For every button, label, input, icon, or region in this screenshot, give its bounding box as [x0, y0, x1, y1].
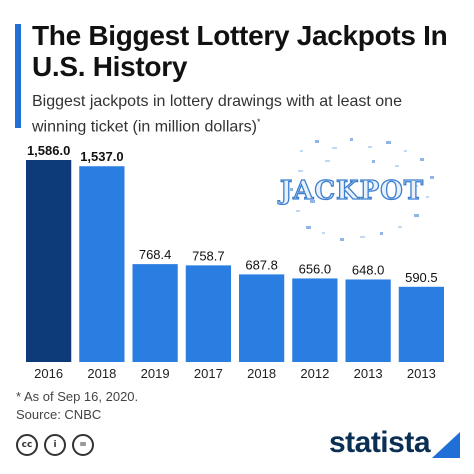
footnote-block: * As of Sep 16, 2020. Source: CNBC: [16, 388, 138, 424]
subtitle-footnote-mark: *: [256, 117, 261, 127]
by-icon[interactable]: i: [44, 434, 66, 456]
subtitle-text: Biggest jackpots in lottery drawings wit…: [32, 93, 402, 136]
confetti-piece: [420, 158, 424, 161]
confetti-piece: [310, 200, 315, 203]
value-label-7: 590.5: [405, 270, 438, 285]
x-tick-label-2: 2019: [141, 366, 170, 381]
x-tick-label-6: 2013: [354, 366, 383, 381]
x-tick-label-4: 2018: [247, 366, 276, 381]
bar-6: [345, 279, 391, 362]
confetti-piece: [290, 188, 293, 191]
bars-group: [26, 160, 444, 362]
jackpot-illustration-text: JACKPOT: [278, 176, 424, 206]
x-tick-label-5: 2012: [300, 366, 329, 381]
confetti-piece: [306, 226, 311, 229]
jackpot-illustration: JACKPOT: [277, 138, 434, 241]
confetti-piece: [386, 141, 391, 144]
confetti-piece: [430, 176, 434, 179]
bar-0: [26, 160, 72, 362]
confetti-piece: [300, 150, 303, 152]
confetti-piece: [298, 170, 303, 172]
chart-subtitle: Biggest jackpots in lottery drawings wit…: [32, 92, 452, 137]
footnote-text: * As of Sep 16, 2020.: [16, 389, 139, 404]
confetti-piece: [350, 138, 353, 141]
x-tick-label-0: 2016: [34, 366, 63, 381]
confetti-piece: [398, 226, 402, 228]
cc-icon[interactable]: cc: [16, 434, 38, 456]
bar-1: [79, 166, 125, 362]
confetti-piece: [372, 160, 375, 163]
confetti-piece: [340, 238, 344, 241]
x-tick-label-3: 2017: [194, 366, 223, 381]
confetti-piece: [332, 147, 337, 149]
bar-5: [292, 278, 338, 362]
confetti-piece: [368, 146, 372, 148]
x-tick-label-1: 2018: [87, 366, 116, 381]
value-label-6: 648.0: [352, 262, 385, 277]
value-label-1: 1,537.0: [80, 149, 123, 164]
confetti-piece: [325, 160, 330, 162]
confetti-piece: [315, 140, 319, 143]
confetti-piece: [415, 185, 418, 187]
value-label-3: 758.7: [192, 248, 225, 263]
confetti-piece: [296, 210, 300, 212]
nd-icon[interactable]: =: [72, 434, 94, 456]
x-tick-label-7: 2013: [407, 366, 436, 381]
license-icons: cc i =: [16, 434, 94, 456]
value-labels-group: 1,586.0 1,537.0 768.4 758.7 687.8 656.0 648.0 5…: [27, 143, 438, 285]
bar-4: [239, 274, 285, 362]
accent-bar: [15, 24, 21, 128]
confetti-piece: [322, 232, 325, 234]
confetti-piece: [404, 150, 407, 152]
confetti-piece: [426, 196, 429, 198]
chart-title: The Biggest Lottery Jackpots In U.S. His…: [32, 20, 448, 82]
value-label-5: 656.0: [299, 261, 332, 276]
value-label-2: 768.4: [139, 247, 172, 262]
confetti-piece: [414, 214, 419, 217]
confetti-piece: [360, 236, 365, 238]
source-text: Source: CNBC: [16, 407, 102, 422]
statista-logo[interactable]: statista: [328, 426, 431, 459]
bar-3: [185, 265, 231, 362]
bar-7: [398, 286, 444, 362]
confetti-piece: [395, 165, 399, 167]
x-tick-labels-group: 2016 2018 2019 2017 2018 2012 2013 2013: [34, 366, 436, 381]
value-label-4: 687.8: [245, 257, 278, 272]
confetti-piece: [380, 232, 383, 235]
value-label-0: 1,586.0: [27, 143, 70, 158]
bar-2: [132, 264, 178, 362]
